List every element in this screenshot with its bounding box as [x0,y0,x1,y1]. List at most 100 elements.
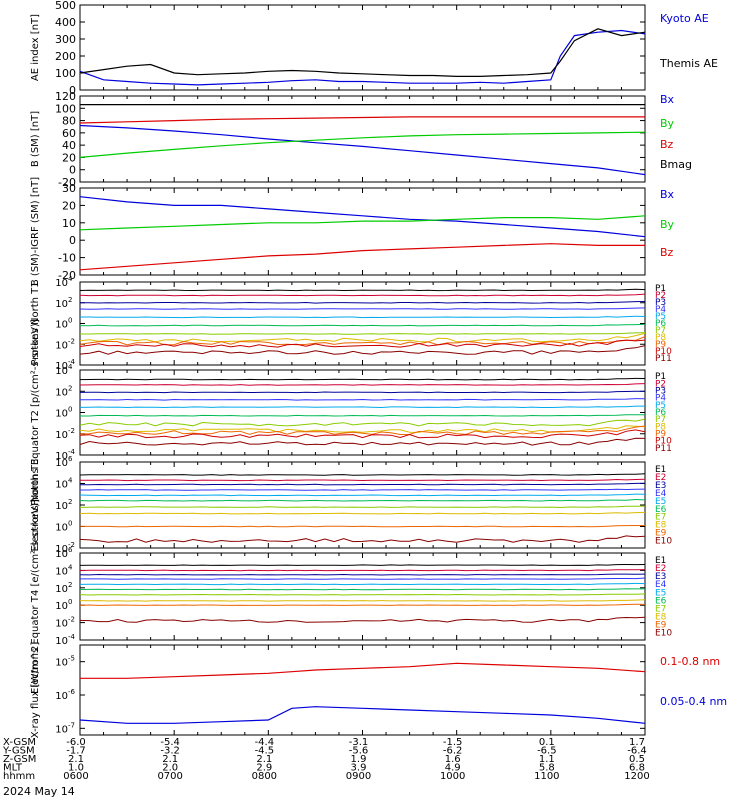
legend-label: By [660,218,675,231]
channel-label: P7 [655,415,666,425]
channel-label: P2 [655,379,666,389]
y-tick-exponent: -4 [68,633,76,641]
channel-line-p2 [79,293,646,297]
channel-label: P10 [655,347,672,357]
y-tick-label: 10 [55,458,68,469]
channel-label: P5 [655,401,666,411]
panel-8: X-ray flux [W/m^2] 10-710-610-5 0.1-0.8 nm… [30,642,727,739]
y-axis-label: B (SM) [nT] [30,111,41,167]
channel-line-p3 [79,390,646,394]
series-line-kyoto-ae [79,29,646,86]
y-tick-label: 400 [55,16,76,29]
orbit-value: 0.5 [629,754,645,765]
series-line-bx [79,196,646,238]
y-tick-label: 10 [55,430,68,441]
y-axis-label: AE index [nT] [30,14,41,81]
orbit-value: 2.0 [162,763,178,774]
y-tick-label: 100 [55,67,76,80]
date-label: 2024 May 14 [3,785,75,798]
y-tick-label: 10 [55,361,68,372]
orbit-value: 1.9 [351,754,367,765]
y-tick-label: 10 [55,566,68,577]
y-tick-exponent: 2 [68,498,72,506]
y-axis-label: Electrons Equator T4 [e/(cm²-s-sr-keV)] [30,499,41,694]
panel-5: Protons Equator T2 [p/(cm²-s-sr-keV)] 10-… [30,319,672,506]
panel-frame [79,369,646,456]
channel-label: P11 [655,354,672,364]
channel-label: P6 [655,408,666,418]
series-line-bx [79,124,646,176]
y-tick-exponent: 4 [68,275,73,283]
channel-label: P7 [655,326,666,336]
legend-label: Kyoto AE [660,12,709,25]
channel-label: P4 [655,394,666,404]
y-tick-label: 60 [62,127,76,140]
orbit-value: 2.1 [68,754,84,765]
orbit-value: -1.5 [443,737,463,748]
channel-label: E10 [655,629,672,639]
y-tick-label: 10 [55,523,68,534]
series-line-themis-ae [79,28,646,78]
channel-line-e9 [79,603,646,606]
orbit-value: -6.4 [627,746,647,757]
orbit-value: 2.9 [256,763,272,774]
legend-label: Bx [660,93,675,106]
channel-line-p3 [79,301,646,304]
channel-line-e5 [79,493,646,497]
y-tick-exponent: 0 [68,520,72,528]
orbit-value: 0700 [157,771,182,782]
y-tick-label: 10 [55,619,68,630]
channel-line-e1 [79,563,646,566]
channel-line-e9 [79,525,645,528]
channel-line-p4 [79,307,646,310]
channel-label: E6 [655,596,667,606]
channel-label: E8 [655,521,667,531]
y-axis-label: Protons Equator T2 [p/(cm²-s-sr-keV)] [30,319,41,506]
orbit-value: 1000 [440,771,465,782]
orbit-row-label: MLT [3,763,23,774]
y-tick-label: 0 [69,164,76,177]
channel-line-p10 [79,339,646,348]
orbit-value: -1.7 [66,746,86,757]
channel-label: P10 [655,437,672,447]
y-tick-label: 10 [55,451,68,462]
channel-line-e3 [79,482,646,486]
channel-line-p11 [79,437,646,446]
y-tick-label: -10 [58,252,76,265]
y-tick-exponent: 0 [68,598,72,606]
channel-line-e7 [79,505,646,509]
channel-line-p2 [79,383,646,386]
channel-line-e6 [79,498,646,502]
channel-line-p1 [79,288,646,292]
channel-label: P11 [655,444,672,454]
y-tick-label: 10 [55,299,68,310]
panel-1: AE index [nT] 0 100 200 300 400 500 Kyoto AE The… [30,0,718,97]
y-tick-label: 500 [55,0,76,12]
channel-label: E9 [655,621,667,631]
orbit-value: 6.8 [629,763,645,774]
y-tick-label: 10 [55,501,68,512]
channel-line-p4 [79,398,646,401]
orbit-row-label: Z-GSM [3,754,36,765]
legend-label: Bz [660,138,674,151]
y-tick-label: 10 [55,278,68,289]
channel-line-p5 [80,315,646,319]
orbit-value: -6.5 [537,746,557,757]
channel-line-e6 [79,588,645,591]
channel-label: E7 [655,513,666,523]
y-tick-label: 200 [55,50,76,63]
channel-line-e10 [79,535,646,543]
orbit-value: 4.9 [445,763,461,774]
y-tick-exponent: 2 [68,581,72,589]
y-tick-exponent: 0 [68,406,72,414]
orbit-value: -4.4 [255,737,275,748]
orbit-value: -6.2 [443,746,463,757]
y-tick-exponent: -7 [68,721,75,729]
channel-label: E5 [655,497,666,507]
orbit-value: -4.5 [255,746,275,757]
channel-line-p1 [79,377,646,381]
legend-label: Bx [660,188,675,201]
y-tick-label: 20 [62,151,76,164]
channel-line-e2 [79,478,646,482]
y-axis-label: B (SM)-IGRF (SM) [nT] [30,177,41,286]
